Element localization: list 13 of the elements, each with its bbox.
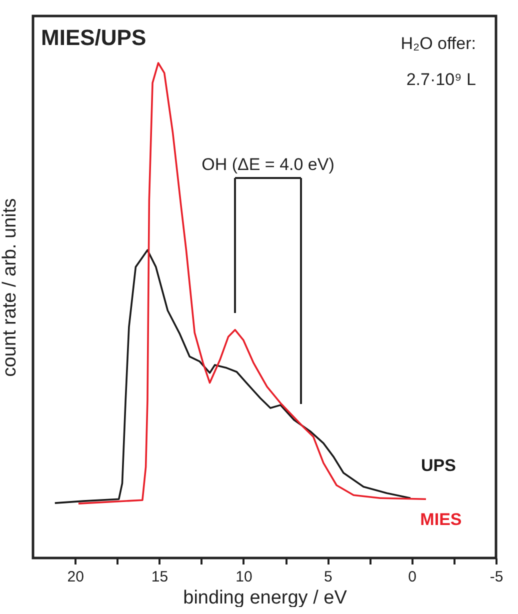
y-axis-title: count rate / arb. units bbox=[0, 198, 20, 377]
annotation: 2.7·10⁹ L bbox=[406, 70, 476, 89]
x-tick-label: 0 bbox=[408, 568, 416, 586]
chart-title: MIES/UPS bbox=[41, 25, 146, 50]
x-tick-label: 5 bbox=[324, 568, 332, 586]
series-label: UPS bbox=[420, 456, 456, 476]
x-tick-label: -5 bbox=[490, 568, 504, 586]
x-tick-label: 15 bbox=[151, 568, 168, 586]
annotation: OH (ΔE = 4.0 eV) bbox=[202, 155, 334, 174]
x-tick-label: 10 bbox=[236, 568, 252, 586]
text: H₂O offer: bbox=[400, 34, 476, 53]
series-label: MIES bbox=[420, 510, 462, 530]
x-tick-label: 20 bbox=[67, 568, 84, 586]
